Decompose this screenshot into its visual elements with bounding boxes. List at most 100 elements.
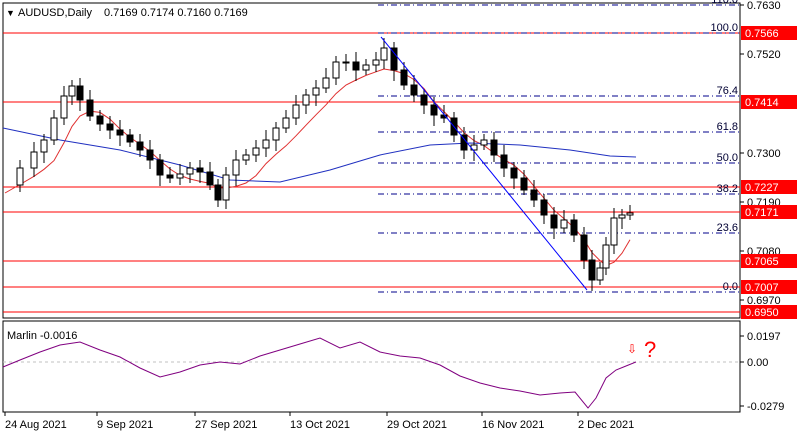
level-price-tags: 0.75660.74140.72270.71710.70650.70070.69…: [741, 26, 797, 319]
level-price-tag: [741, 26, 797, 40]
level-price-label: 0.7414: [745, 97, 779, 109]
time-tick-label: 13 Oct 2021: [290, 419, 350, 431]
candle-body: [176, 173, 184, 179]
candle-body: [588, 259, 596, 281]
chart-title-icon: ▼: [6, 8, 15, 18]
level-price-label: 0.7171: [745, 207, 779, 219]
level-price-label: 0.7227: [745, 182, 779, 194]
price-tick-label: 0.7630: [747, 0, 781, 12]
candle-body: [262, 139, 270, 149]
candle-body: [500, 154, 508, 169]
fib-level-label: 23.6: [717, 222, 738, 234]
level-price-tag: [741, 305, 797, 319]
candle-body: [30, 151, 38, 169]
fib-level-label: 61.8: [717, 121, 738, 133]
level-price-label: 0.7065: [745, 256, 779, 268]
candle-body: [322, 77, 330, 89]
level-price-tag: [741, 254, 797, 268]
price-tick-label: 0.7300: [747, 148, 781, 160]
candle-body: [252, 147, 260, 156]
candle-body: [570, 219, 578, 236]
candle-body: [540, 199, 548, 216]
time-axis[interactable]: 24 Aug 2021 9 Sep 2021 27 Sep 2021 13 Oct 2…: [4, 412, 634, 431]
indicator-frame: [2, 320, 741, 413]
level-price-label: 0.7566: [745, 28, 779, 40]
candle-body: [400, 69, 408, 86]
candle-body: [60, 95, 68, 119]
level-price-tag: [741, 95, 797, 109]
candle-body: [214, 184, 222, 201]
fib-level-label: 0.0: [723, 281, 738, 293]
main-chart-frame: [2, 2, 741, 319]
candle-body: [156, 159, 164, 176]
candle-body: [610, 217, 618, 246]
candle-body: [292, 104, 300, 119]
time-tick-label: 29 Oct 2021: [387, 419, 447, 431]
candle-body: [550, 214, 558, 229]
candle-body: [186, 167, 194, 175]
price-tick-label: 0.7520: [747, 49, 781, 61]
candle-body: [312, 87, 320, 96]
candle-body: [480, 139, 488, 146]
candle-body: [362, 64, 370, 71]
candle-body: [618, 214, 626, 219]
fibonacci-retracement[interactable]: 110.0 100.0 76.4 61.8 50.0 38.2 23.6 0.0: [378, 0, 740, 293]
horizontal-levels-layer: [3, 32, 740, 313]
level-price-tag: [741, 205, 797, 219]
candle-body: [460, 134, 468, 151]
candle-body: [420, 94, 428, 106]
candle-body: [626, 212, 634, 216]
slow-moving-average-line: [2, 127, 637, 183]
fib-level-label: 76.4: [717, 85, 738, 97]
time-tick-label: 24 Aug 2021: [5, 419, 67, 431]
ohlc-values: 0.7169 0.7174 0.7160 0.7169: [104, 7, 248, 19]
candle-body: [242, 154, 250, 161]
candle-body: [342, 61, 350, 64]
candle-body: [490, 139, 498, 156]
candle-body: [166, 174, 174, 179]
level-price-label: 0.7007: [745, 282, 779, 294]
question-mark-annotation: ?: [644, 337, 656, 362]
candle-body: [86, 99, 94, 117]
level-price-tag: [741, 180, 797, 194]
down-arrow-icon: ⇩: [627, 342, 637, 356]
candle-body: [302, 94, 310, 106]
time-tick-label: 27 Sep 2021: [195, 419, 257, 431]
fib-level-label: 110.0: [711, 0, 738, 6]
candle-body: [106, 123, 114, 131]
indicator-label: Marlin -0.0016: [7, 330, 77, 342]
candle-body: [126, 134, 134, 143]
indicator-tick-label: 0.0197: [747, 331, 781, 343]
moving-averages-layer: [2, 68, 637, 267]
fib-level-label: 50.0: [717, 152, 738, 164]
fib-level-label: 100.0: [710, 22, 738, 34]
time-tick-label: 9 Sep 2021: [97, 419, 153, 431]
candle-body: [68, 85, 76, 97]
indicator-tick-label: 0.00: [747, 357, 768, 369]
candle-body: [40, 139, 48, 153]
candle-body: [372, 59, 380, 66]
candle-body: [352, 61, 360, 71]
candle-body: [410, 84, 418, 96]
time-tick-label: 2 Dec 2021: [578, 419, 634, 431]
candle-body: [332, 61, 340, 79]
trendline[interactable]: [380, 36, 588, 291]
candle-body: [206, 171, 214, 186]
level-price-label: 0.6950: [745, 307, 779, 319]
candle-body: [602, 244, 610, 269]
indicator-tick-label: -0.0279: [747, 401, 784, 413]
candle-body: [232, 159, 240, 176]
candle-body: [282, 117, 290, 129]
fast-moving-average-line: [4, 68, 631, 267]
candle-body: [390, 47, 398, 71]
candle-body: [76, 85, 84, 101]
price-tick-label: 0.6970: [747, 295, 781, 307]
candle-body: [272, 127, 280, 141]
candle-body: [16, 167, 24, 186]
candle-body: [580, 234, 588, 261]
candle-body: [596, 267, 604, 281]
candle-body: [510, 167, 518, 179]
candle-body: [136, 141, 144, 151]
